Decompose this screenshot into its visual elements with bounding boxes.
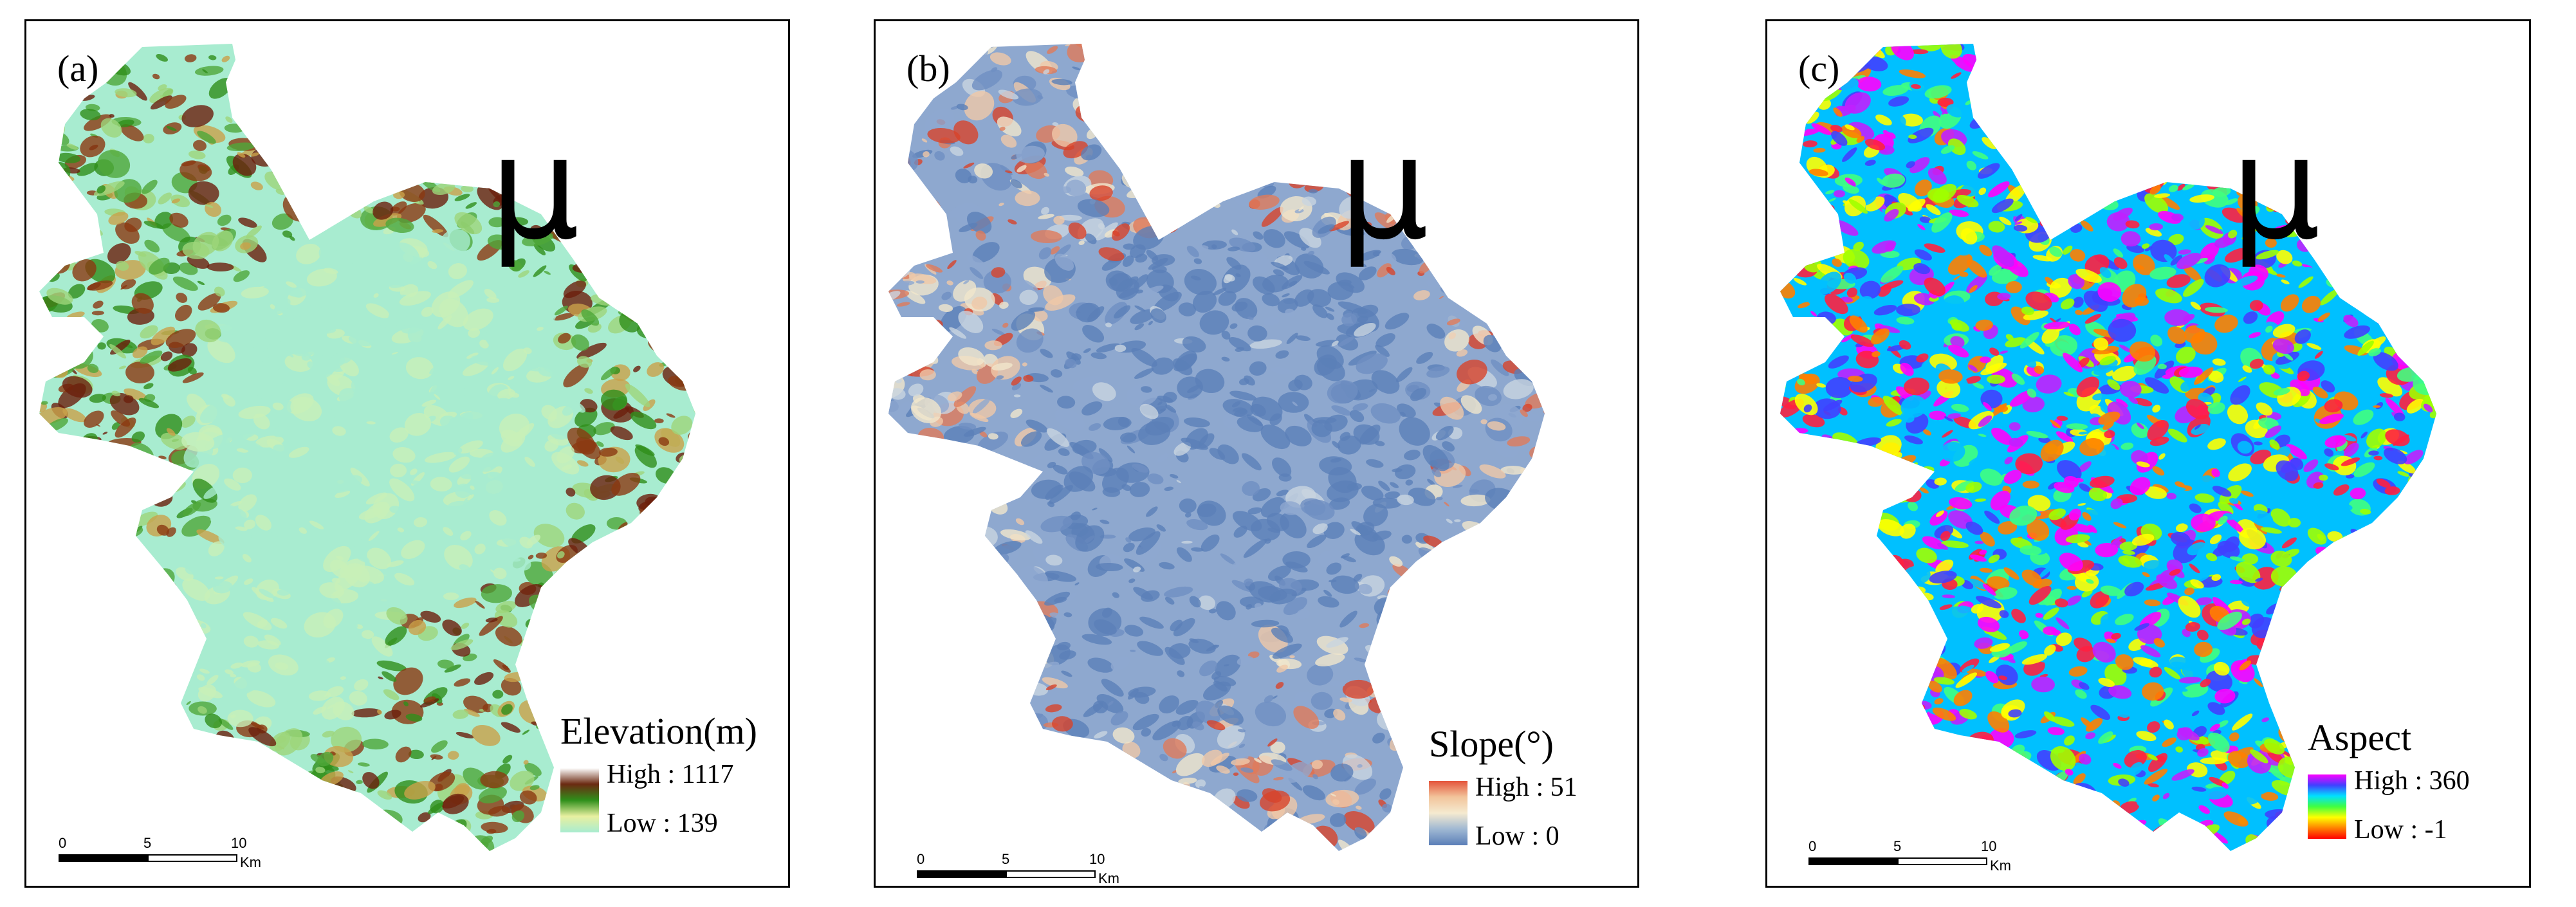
elevation-map [39,44,695,851]
scale-unit: Km [1990,857,2011,874]
slope-map [888,44,1545,851]
north-arrow-icon: μ [490,106,580,271]
scale-bar-black-segment [59,854,149,862]
scale-bar-white-segment [1006,870,1096,878]
legend-high-label: High : 360 [2354,766,2470,796]
panel-label: (b) [906,48,950,89]
panel-label: (c) [1798,48,1840,89]
slope-map-panel: (b) μ Slope(°) High : 51 Low : 0 0 5 10 … [874,19,1639,888]
north-arrow-icon: μ [1339,106,1429,271]
scale-tick-0: 0 [1808,838,1817,854]
scale-tick-10: 10 [231,835,247,851]
north-arrow-icon: μ [2231,106,2321,271]
legend-high-label: High : 1117 [607,760,734,789]
legend-low-label: Low : 0 [1475,821,1559,851]
legend-color-ramp [560,768,599,832]
legend-high-label: High : 51 [1475,773,1578,802]
aspect-map [1780,44,2436,851]
legend: Elevation(m) High : 1117 Low : 139 [560,710,757,858]
scale-unit: Km [1098,870,1119,886]
scale-tick-10: 10 [1981,838,1997,854]
scale-tick-5: 5 [143,835,152,851]
legend-color-ramp [1429,781,1467,845]
elevation-map-panel: (a) μ Elevation(m) High : 1117 Low : 139… [24,19,790,888]
aspect-map-panel: (c) μ Aspect High : 360 Low : -1 0 5 10 … [1765,19,2531,888]
legend-low-label: Low : 139 [607,809,718,838]
legend: Aspect High : 360 Low : -1 [2308,716,2470,865]
scale-bar-white-segment [1897,857,1987,865]
scale-bar-black-segment [1808,857,1899,865]
scale-bar: 0 5 10 Km [1808,838,2014,877]
legend-color-ramp [2308,774,2346,839]
scale-bar: 0 5 10 Km [917,851,1123,886]
legend-title: Aspect [2308,717,2412,758]
scale-unit: Km [240,854,261,870]
panel-label: (a) [57,48,99,89]
scale-bar-white-segment [147,854,237,862]
legend-title: Elevation(m) [560,710,758,752]
legend-low-label: Low : -1 [2354,815,2447,845]
scale-tick-0: 0 [917,851,925,867]
scale-bar: 0 5 10 Km [59,835,264,874]
legend: Slope(°) High : 51 Low : 0 [1429,722,1578,871]
scale-tick-10: 10 [1089,851,1105,867]
scale-tick-0: 0 [59,835,67,851]
scale-tick-5: 5 [1893,838,1902,854]
legend-title: Slope(°) [1429,723,1554,765]
scale-tick-5: 5 [1002,851,1010,867]
scale-bar-black-segment [917,870,1007,878]
